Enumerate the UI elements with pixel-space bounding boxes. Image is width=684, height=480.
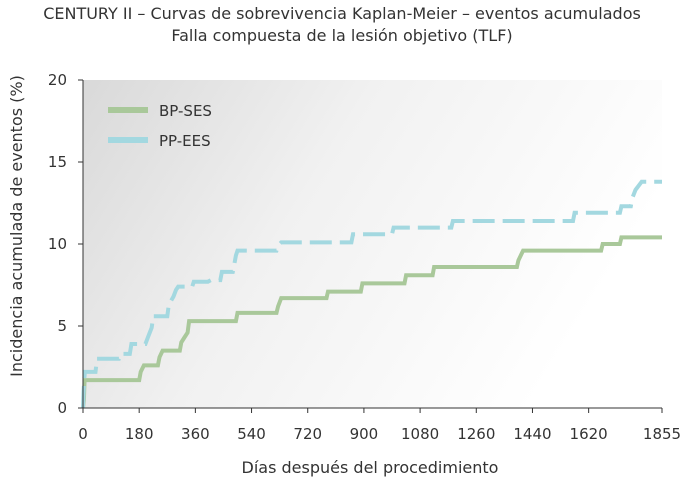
x-tick-label: 0 — [78, 425, 88, 443]
x-tick-label: 1080 — [401, 425, 439, 443]
y-tick-label: 0 — [57, 399, 67, 417]
legend: BP-SES PP-EES — [108, 102, 212, 150]
x-tick-label: 540 — [237, 425, 266, 443]
x-ticks: 0 180 360 540 720 900 1080 1260 1440 1620 1855 — [78, 408, 681, 443]
x-axis-title: Días después del procedimiento — [242, 458, 499, 477]
x-tick-label: 180 — [125, 425, 154, 443]
x-tick-label: 1855 — [643, 425, 681, 443]
x-tick-label: 900 — [350, 425, 379, 443]
series-line-bp-ses — [81, 235, 662, 409]
x-tick-label: 1260 — [457, 425, 495, 443]
x-tick-label: 1620 — [570, 425, 608, 443]
y-tick-label: 20 — [48, 71, 67, 89]
legend-label: PP-EES — [159, 132, 211, 150]
chart-subtitle: Falla compuesta de la lesión objetivo (T… — [171, 26, 513, 45]
series-layer — [81, 179, 662, 409]
plot-background — [83, 80, 662, 408]
chart-title: CENTURY II – Curvas de sobrevivencia Kap… — [43, 4, 641, 23]
series-line-pp-ees — [81, 179, 662, 409]
legend-label: BP-SES — [159, 102, 212, 120]
x-tick-label: 360 — [181, 425, 210, 443]
y-tick-label: 15 — [48, 153, 67, 171]
y-tick-label: 5 — [57, 317, 67, 335]
y-ticks: 0 5 10 15 20 — [48, 71, 83, 417]
y-tick-label: 10 — [48, 235, 67, 253]
x-tick-label: 720 — [293, 425, 322, 443]
x-tick-label: 1440 — [513, 425, 551, 443]
y-axis-title: Incidencia acumulada de eventos (%) — [7, 75, 26, 377]
